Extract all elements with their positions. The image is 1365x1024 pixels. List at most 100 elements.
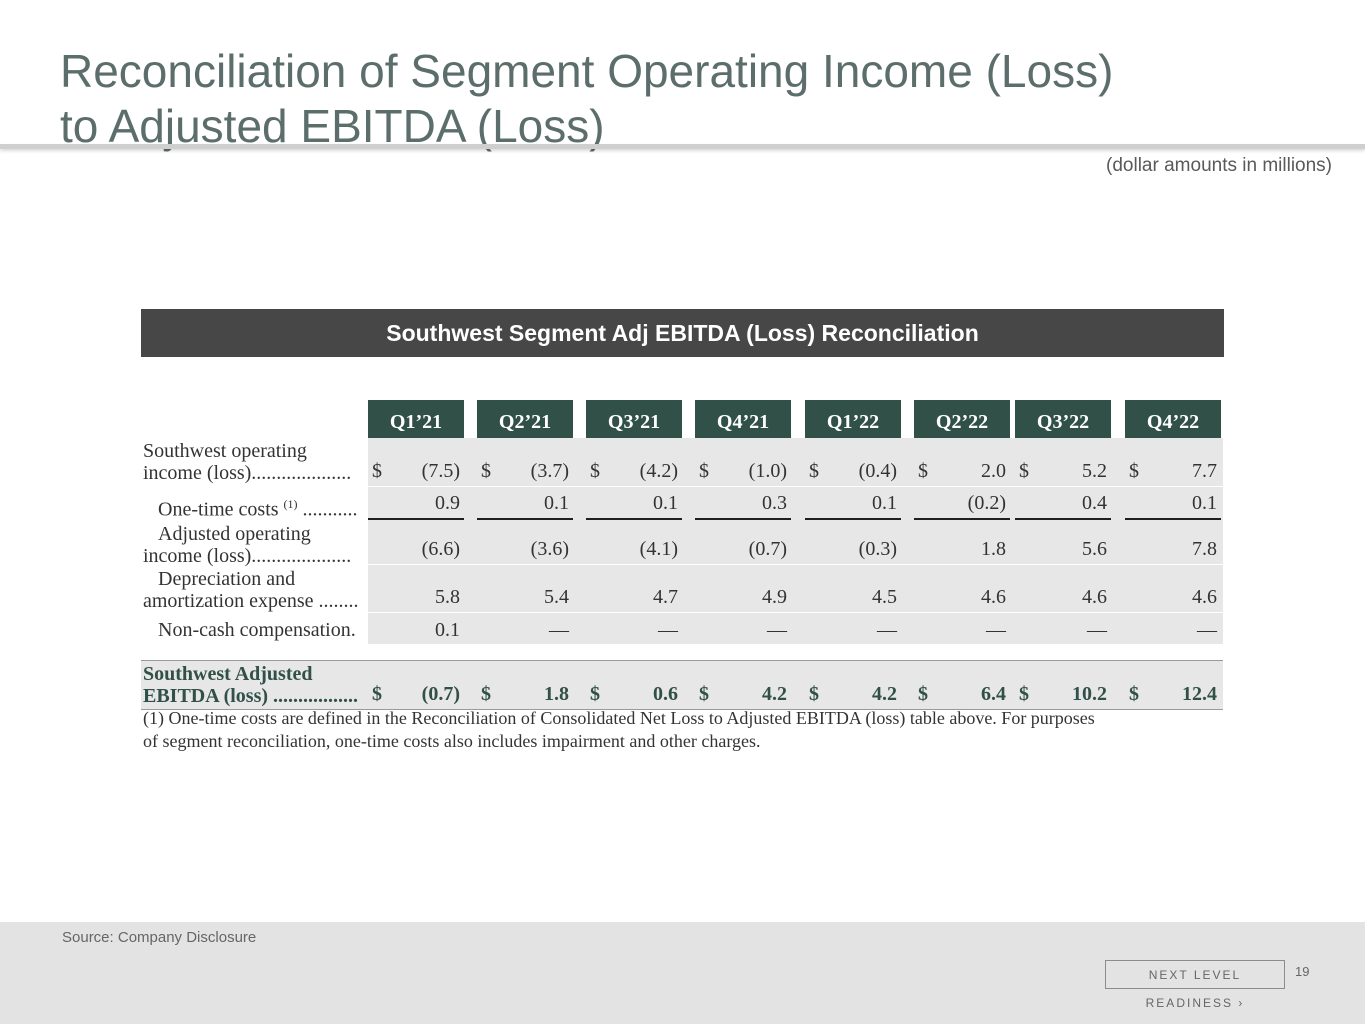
column-header: Q3’21 — [586, 400, 682, 438]
one-time-costs-label: One-time costs — [158, 498, 279, 521]
table-cell: 12.4 — [1182, 683, 1217, 705]
table-cell: 0.1 — [872, 492, 897, 514]
table-cell: — — [658, 619, 678, 641]
currency-symbol: $ — [809, 460, 819, 482]
row-label-one-time-costs: One-time costs (1) ........... — [158, 493, 358, 521]
subtotal-underline — [914, 518, 1010, 520]
currency-symbol: $ — [918, 683, 928, 705]
table-cell: (0.2) — [967, 492, 1006, 514]
currency-symbol: $ — [1129, 460, 1139, 482]
table-cell: 0.9 — [435, 492, 460, 514]
table-cell: 4.9 — [762, 586, 787, 608]
table-cell: 0.6 — [653, 683, 678, 705]
table-body-shade — [368, 438, 1223, 644]
table-cell: 5.6 — [1082, 538, 1107, 560]
table-cell: 2.0 — [981, 460, 1006, 482]
units-note: (dollar amounts in millions) — [1106, 155, 1332, 176]
page-number: 19 — [1295, 964, 1310, 979]
row-separator — [368, 486, 1223, 487]
table-cell: 5.2 — [1082, 460, 1107, 482]
table-cell: — — [767, 619, 787, 641]
table-cell: 4.2 — [762, 683, 787, 705]
row-label-operating-income-2: income (loss).................... — [143, 462, 352, 484]
table-cell: — — [1087, 619, 1107, 641]
currency-symbol: $ — [590, 683, 600, 705]
table-cell: — — [549, 619, 569, 641]
one-time-costs-dots: ........... — [302, 498, 358, 521]
subtotal-underline — [1015, 518, 1111, 520]
table-cell: 10.2 — [1072, 683, 1107, 705]
column-header: Q4’22 — [1125, 400, 1221, 438]
footer-bar — [0, 922, 1365, 1024]
subtotal-underline — [1125, 518, 1221, 520]
row-label-operating-income-1: Southwest operating — [143, 440, 307, 462]
title-divider — [0, 144, 1365, 149]
row-label-adjusted-ebitda-2: EBITDA (loss) ................. — [143, 685, 359, 707]
currency-symbol: $ — [699, 460, 709, 482]
currency-symbol: $ — [1019, 683, 1029, 705]
table-cell: 4.6 — [1192, 586, 1217, 608]
table-cell: (0.7) — [421, 683, 460, 705]
footnote-marker: (1) — [283, 497, 298, 511]
table-cell: 1.8 — [981, 538, 1006, 560]
table-cell: (0.7) — [748, 538, 787, 560]
table-cell: 4.7 — [653, 586, 678, 608]
row-label-adjusted-operating-2: income (loss).................... — [143, 545, 352, 567]
title-line-2: to Adjusted EBITDA (Loss) — [60, 100, 605, 152]
table-banner: Southwest Segment Adj EBITDA (Loss) Reco… — [141, 309, 1224, 357]
currency-symbol: $ — [372, 683, 382, 705]
table-cell: 4.2 — [872, 683, 897, 705]
table-cell: 4.5 — [872, 586, 897, 608]
subtotal-underline — [477, 518, 573, 520]
subtotal-underline — [805, 518, 901, 520]
table-cell: (0.4) — [858, 460, 897, 482]
row-label-depreciation-1: Depreciation and — [158, 568, 296, 590]
table-cell: (4.2) — [639, 460, 678, 482]
source-note: Source: Company Disclosure — [62, 929, 257, 946]
currency-symbol: $ — [590, 460, 600, 482]
column-header: Q2’21 — [477, 400, 573, 438]
table-cell: (1.0) — [748, 460, 787, 482]
currency-symbol: $ — [481, 683, 491, 705]
currency-symbol: $ — [809, 683, 819, 705]
row-separator — [368, 612, 1223, 613]
column-header: Q2’22 — [914, 400, 1010, 438]
table-cell: (7.5) — [421, 460, 460, 482]
reconciliation-table: Southwest operating income (loss).......… — [141, 0, 1224, 1024]
column-header: Q4’21 — [695, 400, 791, 438]
currency-symbol: $ — [918, 460, 928, 482]
subtotal-underline — [586, 518, 682, 520]
column-header: Q1’22 — [805, 400, 901, 438]
table-cell: 0.1 — [544, 492, 569, 514]
chevron-right-icon: › — [1238, 996, 1245, 1010]
table-cell: 0.1 — [653, 492, 678, 514]
table-cell: (3.6) — [530, 538, 569, 560]
table-cell: 5.8 — [435, 586, 460, 608]
table-cell: (0.3) — [858, 538, 897, 560]
tagline-box: NEXT LEVEL READINESS › — [1105, 960, 1285, 1010]
row-separator — [368, 564, 1223, 565]
table-cell: — — [986, 619, 1006, 641]
tagline-text: NEXT LEVEL READINESS — [1145, 968, 1242, 1010]
row-label-depreciation-2: amortization expense ........ — [143, 590, 359, 612]
table-cell: 4.6 — [1082, 586, 1107, 608]
currency-symbol: $ — [699, 683, 709, 705]
table-cell: 0.3 — [762, 492, 787, 514]
column-header: Q3’22 — [1015, 400, 1111, 438]
title-line-1: Reconciliation of Segment Operating Inco… — [60, 45, 1114, 97]
table-cell: 6.4 — [981, 683, 1006, 705]
table-cell: 5.4 — [544, 586, 569, 608]
row-label-adjusted-ebitda-1: Southwest Adjusted — [143, 663, 313, 685]
currency-symbol: $ — [1129, 683, 1139, 705]
total-row-shade — [141, 660, 1223, 710]
table-cell: 1.8 — [544, 683, 569, 705]
table-cell: (6.6) — [421, 538, 460, 560]
table-cell: — — [877, 619, 897, 641]
row-label-non-cash: Non-cash compensation. — [158, 619, 356, 641]
slide-title: Reconciliation of Segment Operating Inco… — [60, 44, 1113, 154]
table-cell: 0.4 — [1082, 492, 1107, 514]
column-header: Q1’21 — [368, 400, 464, 438]
row-label-adjusted-operating-1: Adjusted operating — [158, 523, 311, 545]
table-cell: — — [1197, 619, 1217, 641]
subtotal-underline — [368, 518, 464, 520]
